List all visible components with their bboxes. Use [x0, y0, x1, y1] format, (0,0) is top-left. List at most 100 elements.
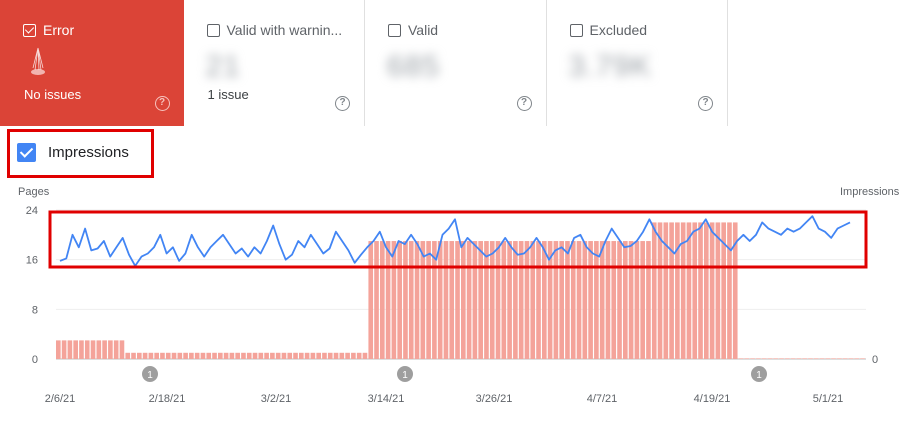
x-tick-label: 3/26/21 — [476, 393, 513, 405]
bar — [385, 241, 391, 359]
checkbox-unchecked-icon[interactable] — [388, 23, 401, 37]
bar — [102, 340, 107, 359]
bar — [831, 358, 836, 359]
status-card-excluded-header[interactable]: Excluded — [569, 22, 648, 38]
bar — [623, 241, 628, 359]
y-tick-label: 8 — [32, 304, 38, 316]
status-card-count: 21 — [205, 50, 241, 83]
annotation-marker[interactable] — [397, 366, 413, 382]
bar — [634, 241, 640, 359]
help-icon[interactable]: ? — [516, 96, 532, 111]
status-card-error[interactable]: Error No issues ? — [0, 0, 184, 126]
bar — [333, 352, 339, 359]
checkbox-unchecked-icon[interactable] — [569, 23, 583, 37]
status-card-valid-header[interactable]: Valid — [388, 22, 438, 38]
bar — [484, 241, 489, 359]
bar — [258, 352, 264, 359]
bar — [293, 352, 298, 359]
bar — [715, 222, 721, 359]
bar — [142, 352, 148, 359]
checkbox-checked-icon[interactable] — [23, 23, 36, 37]
annotation-marker[interactable] — [751, 366, 767, 382]
bar — [588, 241, 593, 359]
impressions-highlight-box — [7, 129, 154, 178]
status-card-valid-with-warnings[interactable]: Valid with warnin... 21 1 issue ? — [183, 0, 365, 126]
bar — [651, 222, 657, 359]
bar — [131, 352, 136, 359]
bar — [200, 352, 206, 359]
bar — [113, 340, 119, 359]
bar — [241, 352, 246, 359]
bar — [779, 358, 784, 359]
bar — [692, 222, 698, 359]
bar — [171, 352, 177, 359]
bar — [698, 222, 703, 359]
bar — [56, 340, 61, 359]
bar — [235, 352, 240, 359]
help-icon[interactable]: ? — [698, 96, 713, 111]
bar — [67, 340, 73, 359]
bar — [785, 358, 790, 359]
annotation-label: 1 — [402, 370, 408, 381]
status-card-valid[interactable]: Valid 685 ? — [365, 0, 547, 126]
x-tick-label: 3/2/21 — [261, 393, 292, 405]
bar — [761, 358, 767, 359]
status-card-label: Excluded — [589, 22, 648, 38]
right-axis-title: Impressions — [840, 186, 900, 198]
bar — [466, 241, 472, 359]
status-card-excluded[interactable]: Excluded 3.79K ? — [546, 0, 728, 126]
impressions-line-highlight-box — [48, 210, 868, 269]
status-cards: Error No issues ? Valid with warnin... 2… — [0, 0, 728, 126]
bar — [461, 241, 466, 359]
bar — [553, 241, 559, 359]
bar — [547, 241, 553, 359]
bar — [189, 352, 194, 359]
bar — [449, 241, 455, 359]
bar — [339, 352, 345, 359]
bar — [501, 241, 507, 359]
bar — [472, 241, 478, 359]
x-tick-label: 4/7/21 — [587, 393, 618, 405]
impressions-label[interactable]: Impressions — [48, 144, 129, 161]
x-tick-label: 3/14/21 — [368, 393, 405, 405]
y-tick-label: 16 — [26, 255, 38, 267]
bar — [802, 358, 807, 359]
bar — [808, 358, 813, 359]
impressions-series-line — [59, 215, 851, 267]
bar — [299, 352, 304, 359]
bar — [790, 358, 796, 359]
status-card-warnings-header[interactable]: Valid with warnin... — [206, 22, 342, 38]
status-card-error-header[interactable]: Error — [23, 22, 74, 38]
bar — [218, 352, 223, 359]
bar — [275, 352, 281, 359]
bar — [599, 241, 605, 359]
status-card-count: 685 — [387, 50, 441, 83]
bar — [304, 352, 310, 359]
status-card-label: Error — [43, 22, 75, 38]
bar — [617, 241, 622, 359]
bar — [281, 352, 287, 359]
bar — [437, 241, 443, 359]
help-icon[interactable]: ? — [154, 96, 170, 111]
checkbox-unchecked-icon[interactable] — [206, 23, 220, 37]
bar — [489, 241, 495, 359]
bar — [252, 352, 258, 359]
bar — [432, 241, 437, 359]
bar — [223, 352, 229, 359]
bar — [137, 352, 142, 359]
bar — [495, 241, 501, 359]
bar — [576, 241, 582, 359]
bar — [316, 352, 321, 359]
bar — [507, 241, 512, 359]
bar — [680, 222, 686, 359]
impressions-checkbox[interactable] — [17, 143, 36, 162]
bar — [154, 352, 159, 359]
bar — [177, 352, 183, 359]
bar — [73, 340, 78, 359]
bar — [391, 241, 397, 359]
annotation-marker[interactable] — [142, 366, 158, 382]
help-icon[interactable]: ? — [335, 96, 350, 111]
bar — [611, 241, 617, 359]
bar — [345, 352, 350, 359]
